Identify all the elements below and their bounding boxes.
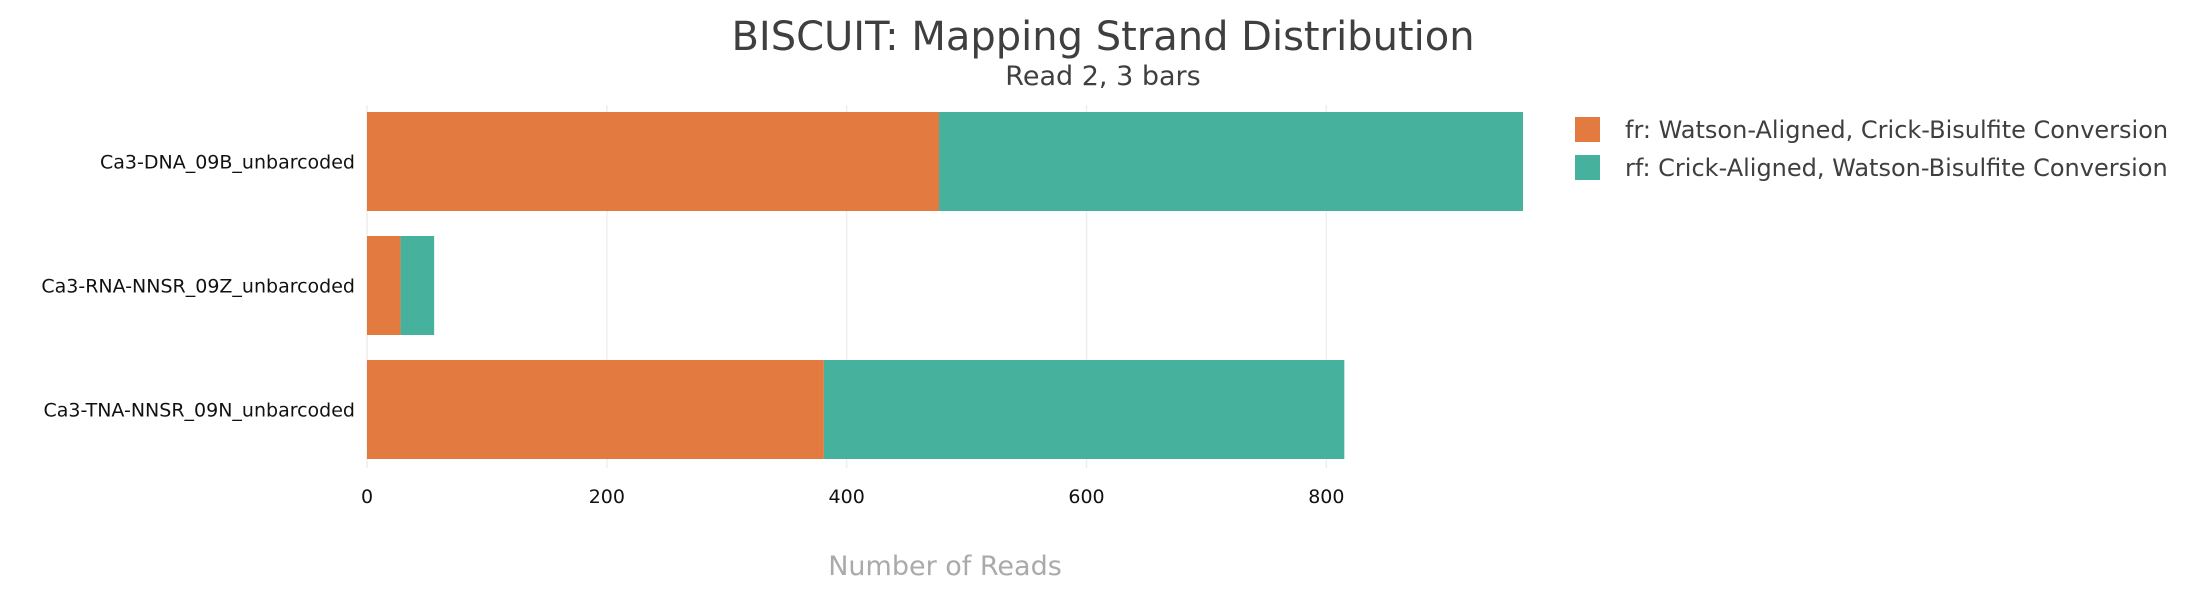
bar-fr-1[interactable] bbox=[367, 112, 940, 211]
bar-fr-2[interactable] bbox=[367, 236, 401, 335]
legend-label-fr: fr: Watson-Aligned, Crick-Bisulfite Conv… bbox=[1625, 116, 2168, 144]
x-axis-title: Number of Reads bbox=[828, 551, 1062, 582]
legend-swatch-fr[interactable] bbox=[1575, 117, 1600, 142]
chart-subtitle: Read 2, 3 bars bbox=[1005, 61, 1200, 92]
bar-rf-3[interactable] bbox=[823, 360, 1345, 459]
category-label: Ca3-DNA_09B_unbarcoded bbox=[100, 152, 355, 174]
bars-layer bbox=[367, 112, 1523, 459]
x-tick-labels: 0 200 400 600 800 bbox=[361, 486, 1345, 508]
x-tick-label: 400 bbox=[829, 486, 865, 508]
bar-fr-3[interactable] bbox=[367, 360, 824, 459]
x-tick-label: 200 bbox=[589, 486, 625, 508]
chart-title: BISCUIT: Mapping Strand Distribution bbox=[731, 14, 1474, 60]
legend-label-rf: rf: Crick-Aligned, Watson-Bisulfite Conv… bbox=[1625, 154, 2168, 182]
legend: fr: Watson-Aligned, Crick-Bisulfite Conv… bbox=[1575, 116, 2168, 182]
x-tick-label: 800 bbox=[1308, 486, 1344, 508]
category-label: Ca3-RNA-NNSR_09Z_unbarcoded bbox=[41, 276, 355, 298]
x-tick-label: 0 bbox=[361, 486, 373, 508]
category-label: Ca3-TNA-NNSR_09N_unbarcoded bbox=[43, 400, 355, 422]
category-labels: Ca3-DNA_09B_unbarcoded Ca3-RNA-NNSR_09Z_u… bbox=[41, 152, 355, 422]
bar-rf-2[interactable] bbox=[400, 236, 435, 335]
legend-swatch-rf[interactable] bbox=[1575, 155, 1600, 180]
x-tick-label: 600 bbox=[1068, 486, 1104, 508]
bar-rf-1[interactable] bbox=[939, 112, 1523, 211]
